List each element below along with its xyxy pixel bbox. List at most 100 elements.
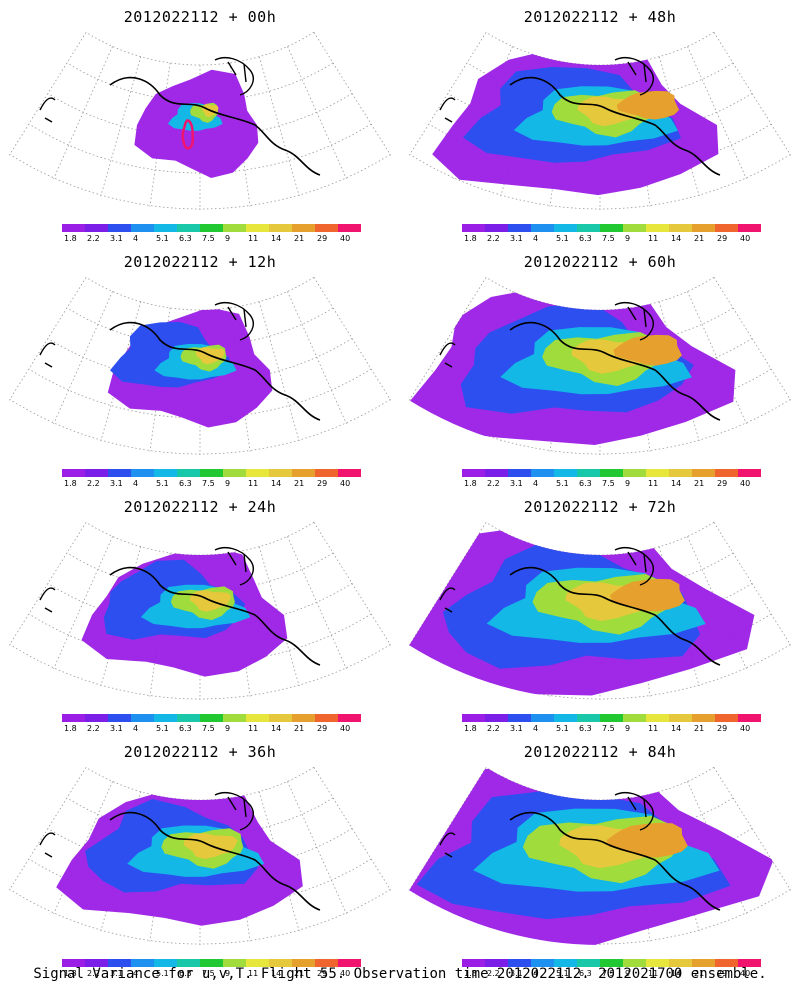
colorbar-swatch <box>669 959 692 967</box>
graticule-line <box>8 32 87 156</box>
colorbar-swatch <box>292 224 315 232</box>
colorbar-label: 4 <box>533 969 538 978</box>
colorbar-swatch <box>600 224 623 232</box>
colorbar-label: 5.1 <box>556 479 569 488</box>
colorbar-swatch <box>508 469 531 477</box>
coastline <box>509 811 721 911</box>
arctic-islands <box>614 547 654 586</box>
colorbar-label: 1.8 <box>464 234 477 243</box>
colorbar-label: 6.3 <box>579 479 592 488</box>
colorbar-label: 2.2 <box>487 479 500 488</box>
colorbar-label: 29 <box>317 724 327 733</box>
colorbar-label: 1.8 <box>64 479 77 488</box>
graticule-line <box>713 32 792 156</box>
colorbar-swatch <box>154 714 177 722</box>
graticule-line <box>287 536 347 670</box>
graticule-line <box>28 123 372 174</box>
coastline <box>39 97 56 123</box>
graticule-line <box>313 32 392 156</box>
graticule-line <box>8 522 87 646</box>
colorbar-label: 6.3 <box>179 234 192 243</box>
colorbar-label: 40 <box>340 724 350 733</box>
panel-title: 2012022112 + 72h <box>523 498 677 516</box>
colorbar-label: 4 <box>533 234 538 243</box>
colorbar-swatch <box>269 469 292 477</box>
colorbar-label: 14 <box>271 479 281 488</box>
graticule-line <box>9 644 391 700</box>
colorbar-label: 5.1 <box>556 724 569 733</box>
colorbar-label: 6.3 <box>179 724 192 733</box>
colorbar-label: 3.1 <box>110 724 123 733</box>
graticule-line <box>287 291 347 425</box>
colorbar-label: 11 <box>648 479 658 488</box>
colorbar-label: 5.1 <box>156 969 169 978</box>
coastline <box>39 587 56 613</box>
colorbar-swatch <box>462 714 485 722</box>
colorbar-swatch <box>108 469 131 477</box>
map-panel: 2012022112 + 48h 1.8 2.2 3.1 4 5.1 6.3 7.5 9 11 14… <box>400 0 800 245</box>
colorbar-label: 29 <box>717 724 727 733</box>
colorbar-label: 9 <box>625 479 630 488</box>
colorbar-swatch <box>692 714 715 722</box>
colorbar-swatch <box>692 224 715 232</box>
colorbar-label: 6.3 <box>579 969 592 978</box>
colorbar-swatch <box>200 469 223 477</box>
colorbar-label: 3.1 <box>110 479 123 488</box>
colorbar-label: 9 <box>625 234 630 243</box>
colorbar-label: 7.5 <box>602 234 615 243</box>
colorbar-swatch <box>715 469 738 477</box>
colorbar-label: 6.3 <box>179 969 192 978</box>
colorbar-swatch <box>508 959 531 967</box>
colorbar-label: 40 <box>340 234 350 243</box>
colorbar-swatch <box>646 469 669 477</box>
colorbar-swatch <box>600 714 623 722</box>
colorbar-swatch <box>85 469 108 477</box>
colorbar-swatch <box>131 224 154 232</box>
colorbar-swatch <box>62 224 85 232</box>
arctic-islands <box>614 57 654 96</box>
colorbar-label: 21 <box>294 479 304 488</box>
map-canvas: 1.8 2.2 3.1 4 5.1 6.3 7.5 9 11 14 21 29 40 <box>408 31 792 243</box>
colorbar-swatch <box>646 959 669 967</box>
colorbar-label: 7.5 <box>602 969 615 978</box>
coastline <box>439 832 456 858</box>
arctic-islands <box>214 792 254 831</box>
graticule-line <box>9 889 391 945</box>
colorbar-label: 4 <box>133 969 138 978</box>
colorbar-label: 9 <box>625 969 630 978</box>
map-panel: 2012022112 + 36h 1.8 2.2 3.1 4 5.1 6.3 7.5 9 11 14… <box>0 735 400 980</box>
colorbar-swatch <box>462 959 485 967</box>
colorbar-label: 21 <box>294 969 304 978</box>
colorbar-label: 2.2 <box>487 724 500 733</box>
colorbar-swatch <box>108 224 131 232</box>
colorbar-label: 14 <box>271 969 281 978</box>
colorbar-swatch <box>485 959 508 967</box>
graticule-line <box>100 56 142 197</box>
graticule-line <box>53 291 113 425</box>
colorbar-label: 11 <box>248 724 258 733</box>
colorbar: 1.8 2.2 3.1 4 5.1 6.3 7.5 9 11 14 21 29 40 <box>62 224 361 243</box>
map-canvas: 1.8 2.2 3.1 4 5.1 6.3 7.5 9 11 14 21 29 40 <box>408 276 792 488</box>
colorbar-label: 11 <box>248 234 258 243</box>
colorbar-swatch <box>108 959 131 967</box>
coastline <box>509 76 721 176</box>
colorbar-swatch <box>738 714 761 722</box>
colorbar-swatch <box>108 714 131 722</box>
colorbar-swatch <box>177 714 200 722</box>
colorbar-swatch <box>531 959 554 967</box>
colorbar-label: 3.1 <box>110 969 123 978</box>
colorbar-label: 9 <box>625 724 630 733</box>
colorbar-label: 4 <box>533 724 538 733</box>
colorbar-swatch <box>623 224 646 232</box>
coastline <box>509 566 721 666</box>
figure-caption: Signal Variance for u,v,T. Flight 55. Ob… <box>33 966 767 982</box>
graticule-line <box>313 277 392 401</box>
colorbar-label: 5.1 <box>156 234 169 243</box>
colorbar: 1.8 2.2 3.1 4 5.1 6.3 7.5 9 11 14 21 29 40 <box>62 959 361 978</box>
colorbar-swatch <box>715 959 738 967</box>
colorbar-label: 14 <box>671 479 681 488</box>
colorbar-swatch <box>508 714 531 722</box>
colorbar-label: 7.5 <box>202 969 215 978</box>
graticule-line <box>408 32 487 156</box>
colorbar-swatch <box>623 714 646 722</box>
